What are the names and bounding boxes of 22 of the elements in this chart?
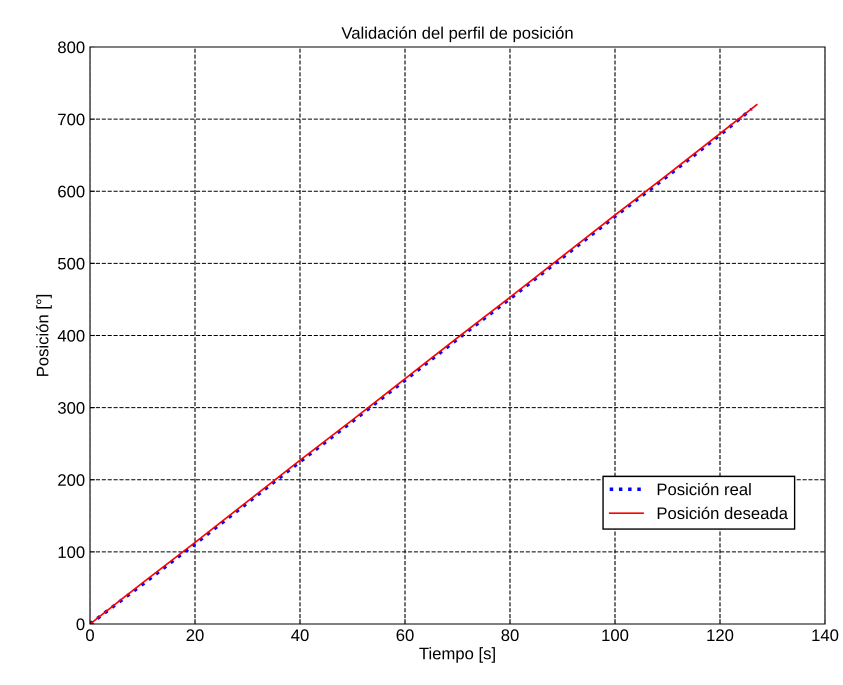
x-tick-label: 100 <box>602 629 628 642</box>
y-tick-label: 500 <box>58 258 84 270</box>
y-tick-label: 0 <box>76 618 84 630</box>
legend-label: Posición deseada <box>658 506 788 520</box>
y-tick-label: 700 <box>58 114 84 126</box>
x-tick-label: 0 <box>86 629 94 642</box>
legend-label: Posición real <box>658 482 751 496</box>
y-axis-title: Posición [°] <box>36 294 52 376</box>
x-tick-label: 80 <box>501 629 519 642</box>
chart-title: Validación del perfil de posición <box>341 26 573 42</box>
x-tick-label: 60 <box>396 629 414 642</box>
y-tick-label: 400 <box>58 330 84 342</box>
y-tick-label: 300 <box>58 402 84 414</box>
y-tick-label: 200 <box>58 474 84 486</box>
x-tick-label: 120 <box>707 629 734 642</box>
y-tick-label: 600 <box>58 186 84 198</box>
y-tick-label: 100 <box>58 546 84 558</box>
x-tick-label: 20 <box>186 629 204 642</box>
x-tick-label: 40 <box>291 629 309 642</box>
x-tick-label: 140 <box>812 629 838 642</box>
y-tick-label: 800 <box>58 41 84 54</box>
x-axis-title: Tiempo [s] <box>419 647 495 663</box>
